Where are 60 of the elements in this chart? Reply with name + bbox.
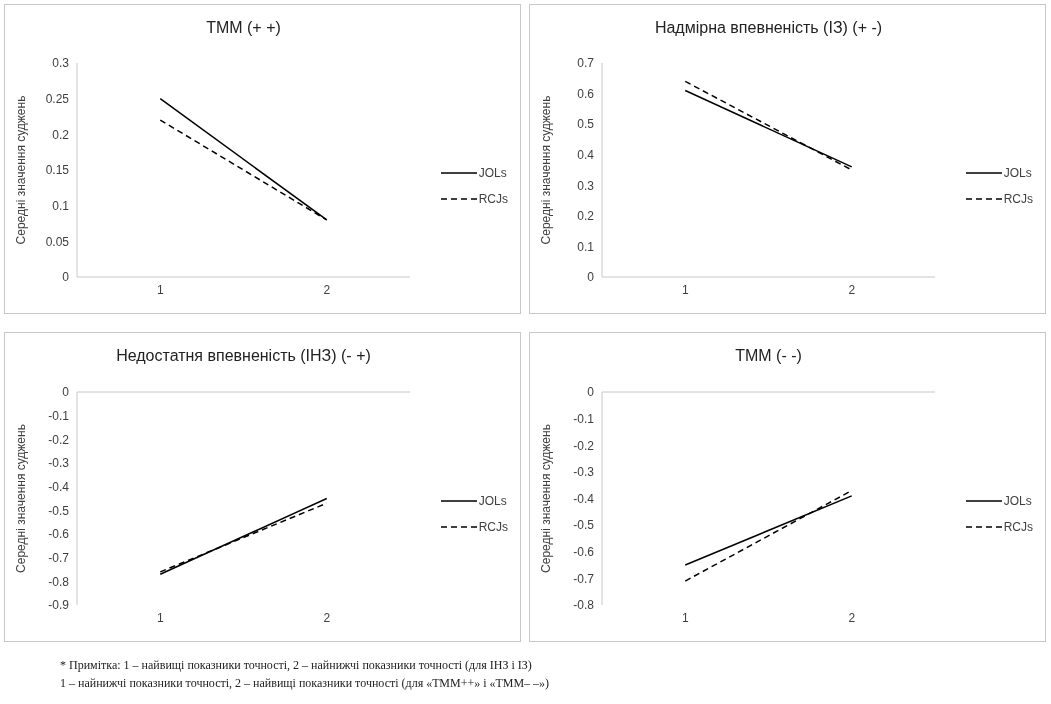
chart-title: ТММ (+ +) bbox=[205, 19, 282, 37]
y-tick-label: -0.2 bbox=[573, 438, 595, 453]
chart-title: Надмірна впевненість (ІЗ) (+ -) bbox=[653, 19, 884, 37]
y-tick-label: 0.7 bbox=[577, 56, 595, 71]
legend-label: RCJs bbox=[1003, 192, 1033, 206]
y-tick-label: 0.25 bbox=[45, 91, 70, 106]
y-tick-label: -0.6 bbox=[48, 527, 70, 542]
y-tick-label: -0.5 bbox=[573, 518, 595, 533]
y-tick-label: 0.4 bbox=[577, 147, 595, 162]
y-tick-label: -0.5 bbox=[48, 503, 70, 518]
y-tick-label: -0.1 bbox=[573, 411, 595, 426]
y-tick-label: 0.3 bbox=[577, 178, 595, 193]
y-tick-label: 0 bbox=[62, 385, 70, 400]
y-tick-label: -0.8 bbox=[573, 598, 595, 613]
legend-label: JOLs bbox=[1003, 494, 1032, 508]
y-tick-label: 0.1 bbox=[52, 198, 70, 213]
x-tick-label: 1 bbox=[681, 282, 689, 297]
y-axis-title: Середні значення суджень bbox=[539, 424, 554, 573]
x-tick-label: 2 bbox=[848, 610, 856, 625]
x-tick-label: 2 bbox=[323, 610, 331, 625]
y-tick-label: 0.15 bbox=[45, 163, 70, 178]
legend-label: RCJs bbox=[478, 192, 508, 206]
y-tick-label: -0.9 bbox=[48, 598, 70, 613]
y-axis-title: Середні значення суджень bbox=[14, 424, 29, 573]
y-tick-label: 0 bbox=[587, 385, 595, 400]
y-tick-label: 0 bbox=[587, 270, 595, 285]
legend-label: JOLs bbox=[478, 494, 507, 508]
y-tick-label: 0 bbox=[62, 270, 70, 285]
y-tick-label: -0.7 bbox=[48, 550, 70, 565]
y-tick-label: -0.4 bbox=[573, 491, 595, 506]
y-tick-label: -0.8 bbox=[48, 574, 70, 589]
x-tick-label: 2 bbox=[323, 282, 331, 297]
x-tick-label: 1 bbox=[681, 610, 689, 625]
y-axis-title: Середні значення суджень bbox=[539, 95, 554, 245]
y-tick-label: -0.6 bbox=[573, 545, 595, 560]
chart-title: ТММ (- -) bbox=[734, 347, 803, 365]
text: 1 – найнижчі показники точності, 2 – найвищі показники точності (для «ТММ++» і «ТММ– –») bbox=[60, 675, 551, 692]
x-tick-label: 2 bbox=[848, 282, 856, 297]
legend-label: JOLs bbox=[478, 166, 507, 180]
y-tick-label: 0.6 bbox=[577, 86, 595, 101]
y-tick-label: 0.2 bbox=[52, 127, 70, 142]
legend-label: JOLs bbox=[1003, 166, 1032, 180]
legend-label: RCJs bbox=[1003, 520, 1033, 534]
y-tick-label: -0.7 bbox=[573, 571, 595, 586]
y-tick-label: 0.2 bbox=[577, 209, 595, 224]
chart-title: Недостатня впевненість (ІНЗ) (- +) bbox=[115, 347, 372, 365]
y-tick-label: 0.05 bbox=[45, 234, 70, 249]
y-tick-label: 0.1 bbox=[577, 239, 595, 254]
y-axis-title: Середні значення суджень bbox=[14, 95, 29, 245]
y-tick-label: -0.4 bbox=[48, 479, 70, 494]
y-tick-label: -0.3 bbox=[573, 465, 595, 480]
legend-label: RCJs bbox=[478, 520, 508, 534]
y-tick-label: -0.3 bbox=[48, 456, 70, 471]
y-tick-label: 0.3 bbox=[52, 56, 70, 71]
x-tick-label: 1 bbox=[156, 610, 164, 625]
y-tick-label: 0.5 bbox=[577, 117, 595, 132]
y-tick-label: -0.1 bbox=[48, 408, 70, 423]
text: * Примітка: 1 – найвищі показники точності, 2 – найнижчі показники точності (для ІНЗ і ІЗ) bbox=[60, 657, 533, 674]
x-tick-label: 1 bbox=[156, 282, 164, 297]
y-tick-label: -0.2 bbox=[48, 432, 70, 447]
